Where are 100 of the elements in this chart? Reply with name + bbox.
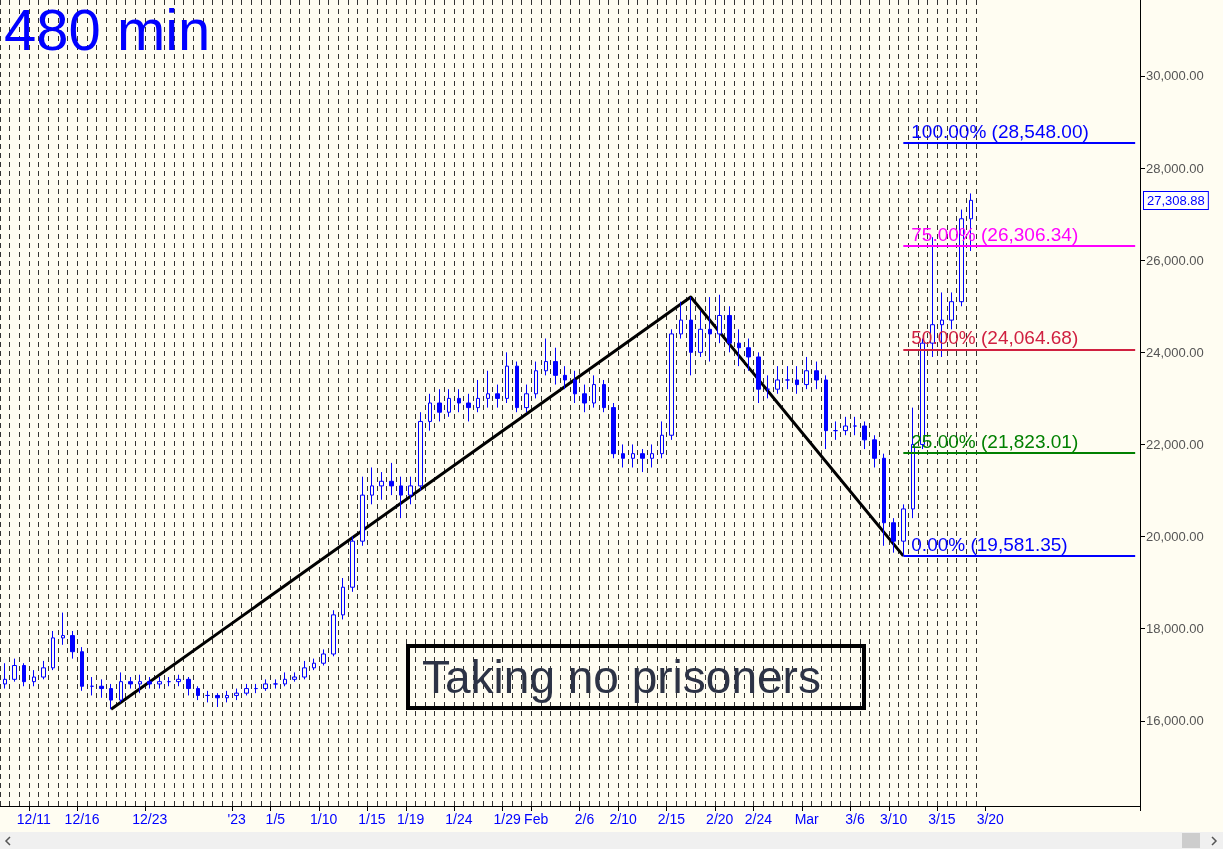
x-tick-label: 2/6 — [574, 811, 595, 827]
candlestick — [660, 420, 664, 459]
candlestick — [746, 338, 751, 372]
candlestick — [843, 416, 848, 436]
candlestick — [3, 662, 7, 690]
candlestick — [225, 690, 229, 703]
x-tick-label: 1/10 — [310, 811, 338, 827]
candlestick — [331, 609, 336, 657]
candlestick — [80, 646, 84, 692]
x-tick-label: Feb — [524, 811, 549, 827]
candlestick — [631, 443, 635, 468]
candlestick — [689, 296, 693, 376]
candlestick — [215, 692, 220, 708]
candlestick — [408, 476, 413, 505]
y-tick-label: 28,000.00 — [1146, 160, 1204, 176]
x-tick-label: 2/15 — [657, 811, 686, 827]
candlestick — [389, 462, 394, 496]
candlestick — [534, 361, 538, 399]
candlestick — [737, 328, 741, 367]
candlestick — [263, 678, 268, 692]
candlestick — [814, 361, 819, 390]
candlestick — [592, 374, 596, 409]
candlestick — [602, 379, 606, 413]
y-tick-label: 26,000.00 — [1146, 252, 1204, 268]
candlestick — [563, 365, 567, 390]
candlestick — [582, 384, 587, 413]
x-tick-label: 12/23 — [132, 811, 168, 827]
x-tick-label: 2/10 — [609, 811, 637, 827]
x-tick-label: 1/29 — [493, 811, 522, 827]
candlestick — [61, 612, 65, 646]
x-tick-label: 3/15 — [928, 811, 956, 827]
candlestick — [147, 676, 152, 690]
candlestick — [119, 671, 123, 703]
candlestick — [621, 443, 625, 468]
candlestick — [341, 577, 345, 620]
chart-title: 480 min — [4, 0, 211, 62]
x-tick-label: 3/10 — [880, 811, 908, 827]
ref-line-label: 0.00% (19,581.35) — [911, 533, 1068, 555]
candlestick — [698, 310, 703, 358]
text: 27,308.88 — [1147, 193, 1205, 208]
candlestick — [679, 301, 683, 340]
candlestick — [795, 365, 799, 395]
y-tick-label: 18,000.00 — [1146, 621, 1204, 637]
candlestick — [457, 388, 461, 413]
candlestick — [370, 466, 374, 505]
candlestick — [882, 453, 886, 547]
candlestick — [41, 660, 46, 680]
candlestick — [70, 630, 75, 660]
candlestick — [524, 384, 529, 413]
candlestick — [379, 471, 384, 501]
candlestick — [186, 676, 191, 696]
candlestick — [12, 658, 17, 683]
y-tick-label: 20,000.00 — [1146, 529, 1204, 545]
y-tick-label: 16,000.00 — [1146, 713, 1204, 729]
x-tick-label: 1/15 — [358, 811, 386, 827]
candlestick — [650, 443, 654, 468]
candlestick — [872, 434, 877, 468]
candlestick — [244, 683, 249, 696]
candlestick — [833, 420, 838, 441]
candlestick — [428, 393, 432, 432]
x-tick-label: 2/24 — [744, 811, 773, 827]
candlestick — [138, 674, 142, 694]
y-tick-label: 24,000.00 — [1146, 344, 1204, 360]
ref-line-label: 100.00% (28,548.00) — [911, 120, 1089, 142]
candlestick — [708, 296, 712, 363]
candlestick — [669, 328, 674, 441]
candlestick — [90, 676, 94, 696]
candlestick — [32, 669, 36, 687]
candlestick — [611, 402, 616, 459]
x-tick-label: 1/5 — [265, 811, 286, 827]
candlestick — [321, 648, 326, 667]
candlestick — [302, 660, 307, 680]
y-tick-label: 22,000.00 — [1146, 436, 1204, 452]
candlestick — [22, 662, 26, 687]
candlestick — [862, 420, 867, 450]
candlestick — [727, 305, 732, 353]
candlestick — [476, 379, 480, 413]
candlestick — [466, 393, 471, 422]
y-tick-label: 30,000.00 — [1146, 68, 1204, 84]
candlestick — [853, 416, 857, 436]
candlestick — [312, 658, 316, 671]
x-tick-label: 1/19 — [396, 811, 425, 827]
candlestick — [544, 338, 548, 376]
x-tick-label: 12/11 — [16, 811, 52, 827]
x-tick-label: 1/24 — [445, 811, 473, 827]
candlestick — [824, 374, 828, 450]
candlestick — [515, 361, 519, 413]
candlestick — [418, 411, 423, 492]
candlestick — [775, 365, 780, 395]
candlestick — [234, 688, 239, 701]
candlestick — [495, 384, 500, 409]
candlestick — [128, 676, 133, 690]
x-tick-label: 12/16 — [64, 811, 100, 827]
candlestick — [205, 690, 210, 703]
annotation: Taking no prisoners — [422, 651, 821, 703]
candlestick — [292, 671, 297, 683]
candlestick — [804, 356, 809, 390]
candlestick — [360, 476, 365, 547]
candlestick — [283, 671, 287, 687]
candlestick — [273, 678, 278, 690]
